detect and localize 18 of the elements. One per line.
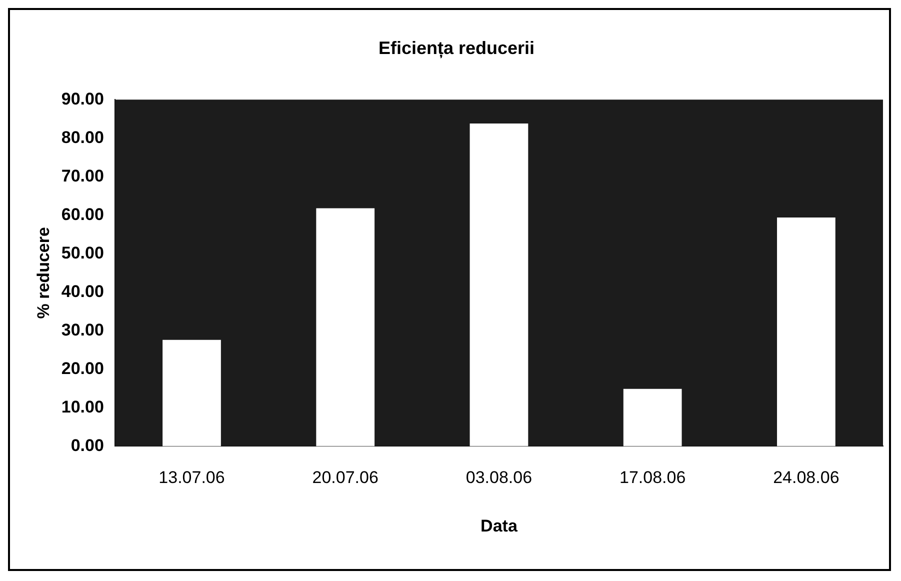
- chart-title: Eficiența reducerii: [378, 38, 535, 59]
- x-tick-label: 24.08.06: [773, 468, 840, 488]
- y-tick-label: 10.00: [61, 397, 104, 416]
- y-tick-label: 60.00: [61, 204, 104, 224]
- y-tick-label: 70.00: [61, 166, 104, 186]
- y-tick-label: 50.00: [61, 243, 104, 262]
- y-tick-label: 80.00: [61, 128, 104, 147]
- y-axis-title: % reducere: [34, 227, 53, 319]
- x-tick-label: 17.08.06: [619, 468, 686, 488]
- x-tick-label: 13.07.06: [158, 468, 225, 488]
- y-tick-label: 40.00: [61, 282, 104, 301]
- y-tick-label: 20.00: [61, 358, 104, 378]
- y-tick-label: 0.00: [70, 436, 104, 455]
- y-tick-label: 90.00: [61, 89, 104, 108]
- x-tick-label: 03.08.06: [466, 468, 532, 488]
- y-tick-label: 30.00: [61, 320, 104, 340]
- x-tick-label: 20.07.06: [312, 468, 378, 488]
- x-axis-title: Data: [480, 516, 518, 536]
